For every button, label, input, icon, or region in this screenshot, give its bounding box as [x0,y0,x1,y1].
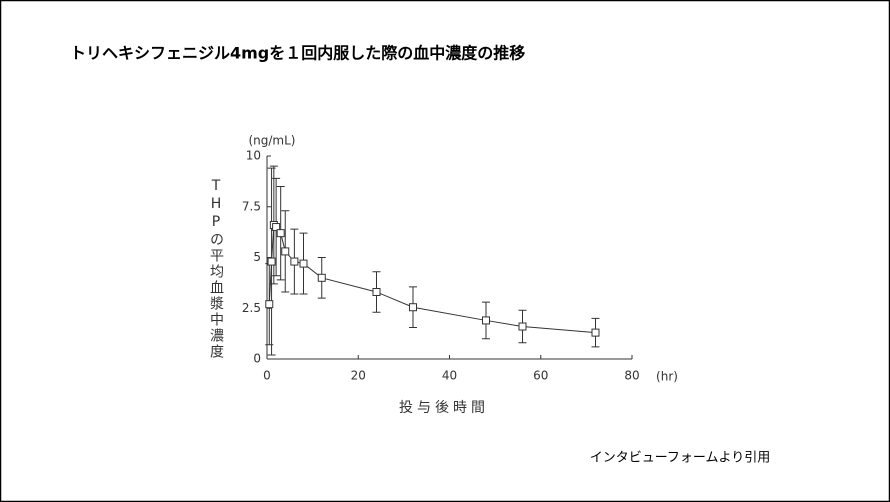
x-tick-label: 60 [533,369,548,383]
y-axis-label: THPの平均血漿中濃度 [208,178,224,360]
data-point [281,247,290,256]
data-point [518,322,527,331]
data-point [272,223,281,232]
x-unit: (hr) [656,370,678,384]
x-axis-label: 投与後時間 [399,400,489,416]
data-point [276,229,285,238]
data-point [317,273,326,282]
source-note: インタビューフォームより引用 [590,451,771,466]
data-point [299,259,308,268]
y-tick-label: 10 [246,149,261,163]
data-point [482,316,490,325]
data-point [409,303,417,312]
data-point [290,257,299,266]
y-tick-label: 7.5 [242,199,261,213]
y-tick-label: 0 [253,352,261,366]
y-unit: (ng/mL) [248,134,295,148]
y-tick-label: 2.5 [242,301,261,315]
data-point [265,300,274,309]
x-tick-label: 40 [442,369,457,383]
chart-title: トリヘキシフェニジル4mgを１回内服した際の血中濃度の推移 [70,44,525,63]
y-tick-label: 5 [253,250,261,264]
x-tick-label: 80 [624,369,639,383]
data-point [267,257,276,266]
data-point [372,288,381,297]
x-tick-label: 20 [351,369,366,383]
x-tick-label: 0 [263,369,271,383]
data-point [591,328,600,337]
